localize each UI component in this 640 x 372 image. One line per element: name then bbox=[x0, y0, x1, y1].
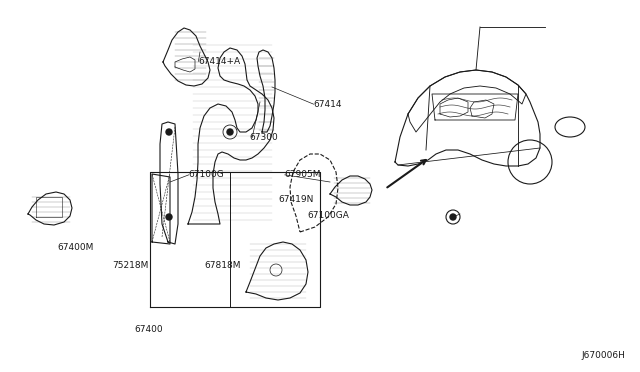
Text: 67414+A: 67414+A bbox=[198, 57, 241, 66]
Circle shape bbox=[450, 214, 456, 220]
Text: 67100GA: 67100GA bbox=[307, 211, 349, 220]
Circle shape bbox=[166, 129, 172, 135]
Text: 67419N: 67419N bbox=[278, 195, 314, 203]
Text: J670006H: J670006H bbox=[581, 351, 625, 360]
Text: 67400: 67400 bbox=[134, 325, 163, 334]
Text: 67414: 67414 bbox=[314, 100, 342, 109]
Text: 67400M: 67400M bbox=[58, 243, 94, 252]
Circle shape bbox=[166, 214, 172, 220]
Text: 67300: 67300 bbox=[250, 133, 278, 142]
Text: 75218M: 75218M bbox=[112, 262, 148, 270]
Text: 67818M: 67818M bbox=[205, 262, 241, 270]
Text: 67100G: 67100G bbox=[189, 170, 225, 179]
Text: 67905M: 67905M bbox=[285, 170, 321, 179]
Circle shape bbox=[227, 129, 233, 135]
